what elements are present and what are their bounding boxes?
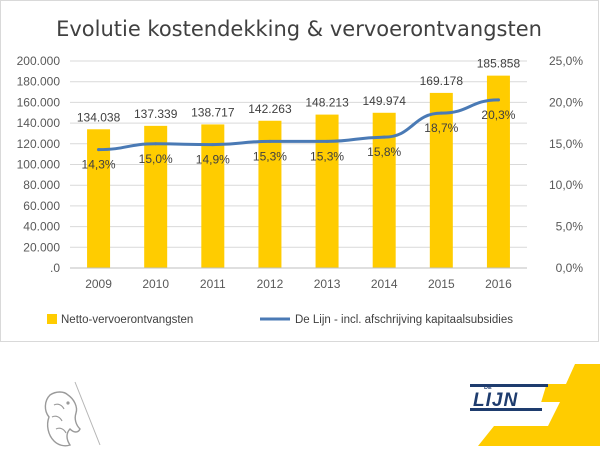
bar-data-label: 169.178 [420,74,464,88]
flemish-lion-logo [44,391,81,447]
y-left-tick-label: 60.000 [23,199,60,213]
line-data-label: 15,8% [367,145,401,159]
bar [201,124,225,268]
bar [429,92,453,268]
line-point [382,135,386,139]
line-point [325,139,329,143]
chart: Evolutie kostendekking & vervoerontvangs… [17,17,584,326]
chart-title: Evolutie kostendekking & vervoerontvangs… [56,17,542,41]
y-left-tick-label: 140.000 [17,116,61,130]
x-tick-label: 2013 [314,277,341,291]
bar-data-label: 185.858 [477,57,521,71]
x-tick-label: 2015 [428,277,455,291]
bar [372,112,396,268]
legend-label-line: De Lijn - incl. afschrijving kapitaalsub… [295,314,513,326]
bar [87,129,111,268]
y-left-tick-label: 120.000 [17,137,61,151]
line-point [154,142,158,146]
footer-logos: DE LIJN [44,364,600,447]
y-left-tick-label: 180.000 [17,75,61,89]
logo-divider [74,381,101,446]
line-point [97,148,101,152]
bar [315,114,339,268]
delijn-de-text: DE [484,385,492,391]
y-left-tick-label: 80.000 [23,178,60,192]
line-point [268,139,272,143]
x-tick-label: 2014 [371,277,398,291]
delijn-logo: DE LIJN [470,364,600,446]
legend-swatch-bar [47,314,57,324]
delijn-lijn-text: LIJN [473,390,518,411]
legend-label-bar: Netto-vervoerontvangsten [61,314,193,326]
line-data-label: 14,3% [82,158,116,172]
y-left-tick-label: 200.000 [17,54,61,68]
y-left-tick-label: 20.000 [23,240,60,254]
y-right-tick-label: 5,0% [556,220,584,234]
line-point [211,143,215,147]
x-tick-label: 2009 [85,277,112,291]
y-right-tick-label: 25,0% [549,54,583,68]
line-point [439,111,443,115]
bar-data-label: 149.974 [362,94,406,108]
y-left-tick-label: 40.000 [23,220,60,234]
bar [144,125,168,269]
bar-data-label: 142.263 [248,102,292,116]
line-point [496,98,500,102]
y-right-tick-label: 20,0% [549,95,583,109]
x-tick-label: 2012 [257,277,284,291]
bar-data-label: 138.717 [191,105,235,119]
y-right-tick-label: 15,0% [549,137,583,151]
bar-data-label: 148.213 [305,96,349,110]
y-right-tick-label: 10,0% [549,178,583,192]
bar [258,120,282,268]
line-data-label: 18,7% [424,121,458,135]
bar-data-label: 134.038 [77,110,121,124]
y-left-tick-label: .0 [50,261,60,275]
y-right-tick-label: 0,0% [556,261,584,275]
line-data-label: 20,3% [481,108,515,122]
line-data-label: 15,0% [139,152,173,166]
bar [486,75,510,269]
line-data-label: 15,3% [310,149,344,163]
bar-data-label: 137.339 [134,107,178,121]
line-data-label: 15,3% [253,149,287,163]
x-tick-label: 2016 [485,277,512,291]
x-tick-label: 2011 [200,277,226,291]
line-data-label: 14,9% [196,153,230,167]
y-left-tick-label: 100.000 [17,158,61,172]
y-left-tick-label: 160.000 [17,95,61,109]
x-tick-label: 2010 [142,277,169,291]
